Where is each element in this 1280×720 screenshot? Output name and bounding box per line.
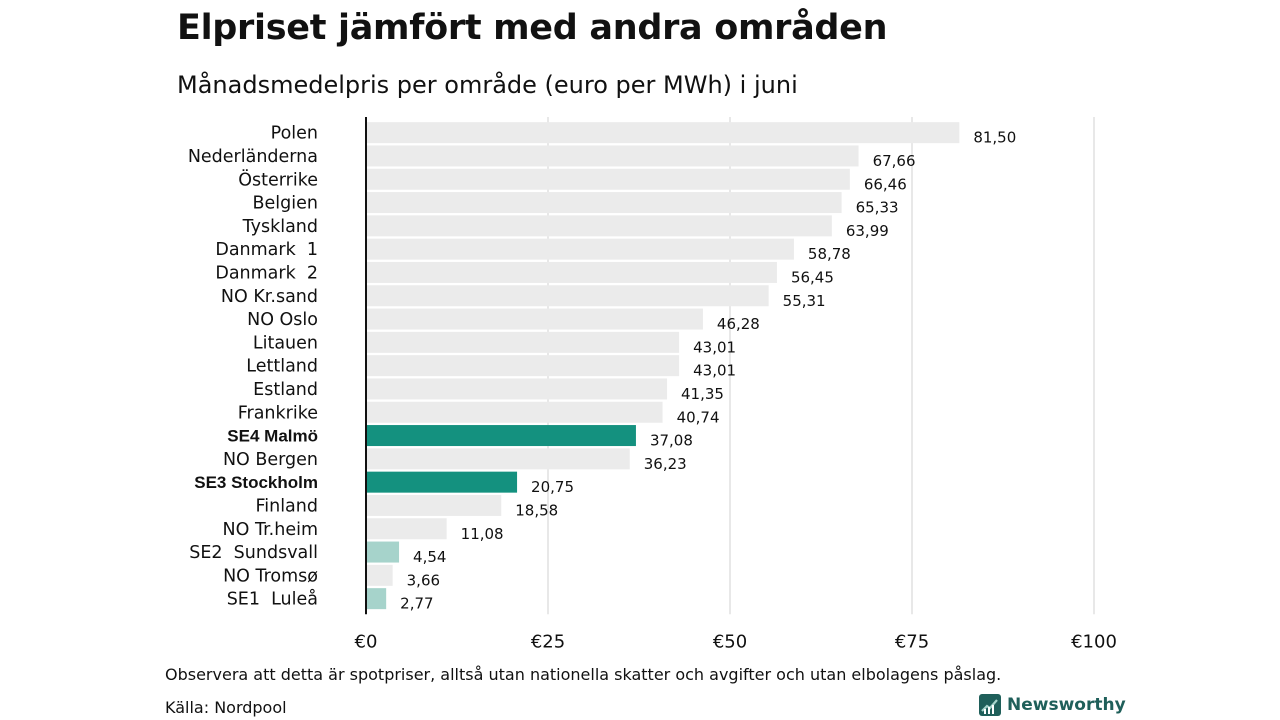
category-label: NO Tromsø: [223, 566, 318, 586]
value-label: 58,78: [808, 245, 851, 263]
category-label: SE4 Malmö: [227, 427, 318, 446]
bar: [366, 494, 502, 516]
x-tick-label: €0: [355, 631, 378, 652]
bar: [366, 145, 859, 167]
value-label: 40,74: [677, 408, 720, 426]
category-label: Danmark 2: [215, 263, 318, 283]
category-label: NO Kr.sand: [221, 287, 318, 307]
value-label: 2,77: [400, 595, 433, 613]
bar: [366, 541, 400, 563]
category-label: Nederländerna: [188, 147, 318, 167]
x-tick-label: €50: [713, 631, 747, 652]
value-label: 55,31: [783, 292, 826, 310]
bar: [366, 518, 447, 540]
bar: [366, 448, 630, 470]
x-tick-label: €75: [895, 631, 929, 652]
category-label: SE2 Sundsvall: [189, 543, 318, 563]
bar: [366, 588, 387, 610]
category-label: NO Tr.heim: [223, 520, 318, 540]
bar: [366, 238, 794, 260]
bar: [366, 378, 668, 400]
value-label: 66,46: [864, 175, 907, 193]
value-label: 41,35: [681, 385, 724, 403]
brand-logo: Newsworthy: [979, 694, 1126, 716]
value-label: 3,66: [407, 571, 440, 589]
value-label: 20,75: [531, 478, 574, 496]
value-label: 36,23: [644, 455, 687, 473]
value-label: 81,50: [973, 129, 1016, 147]
bar: [366, 285, 769, 307]
category-label: SE3 Stockholm: [194, 473, 318, 492]
bar: [366, 471, 518, 493]
value-label: 65,33: [856, 199, 899, 217]
bar: [366, 215, 832, 237]
bar: [366, 401, 663, 423]
category-label: Belgien: [253, 194, 318, 214]
value-label: 43,01: [693, 362, 736, 380]
value-label: 63,99: [846, 222, 889, 240]
bar: [366, 331, 680, 353]
footnote: Observera att detta är spotpriser, allts…: [165, 665, 1002, 684]
brand-name: Newsworthy: [1007, 695, 1126, 715]
bar: [366, 261, 777, 283]
source-note: Källa: Nordpool: [165, 698, 287, 717]
value-label: 11,08: [461, 525, 504, 543]
category-label: Frankrike: [238, 403, 318, 423]
value-label: 18,58: [515, 501, 558, 519]
value-label: 46,28: [717, 315, 760, 333]
category-label: Estland: [253, 380, 318, 400]
chart-subtitle: Månadsmedelpris per område (euro per MWh…: [177, 71, 798, 99]
x-tick-label: €100: [1071, 631, 1117, 652]
chart-title: Elpriset jämfört med andra områden: [177, 8, 888, 48]
category-label: Österrike: [238, 168, 318, 190]
bar: [366, 564, 393, 586]
category-label: Finland: [255, 496, 318, 516]
value-label: 37,08: [650, 432, 693, 450]
x-tick-label: €25: [531, 631, 565, 652]
category-label: Polen: [271, 124, 318, 144]
bar: [366, 355, 680, 377]
category-label: Tyskland: [242, 217, 318, 237]
newsworthy-icon: [979, 694, 1001, 716]
bar: [366, 122, 960, 144]
category-label: Lettland: [246, 357, 318, 377]
value-label: 43,01: [693, 338, 736, 356]
category-label: NO Oslo: [247, 310, 318, 330]
bar: [366, 192, 842, 214]
bar: [366, 425, 636, 447]
value-label: 56,45: [791, 268, 834, 286]
category-label: NO Bergen: [223, 450, 318, 470]
value-label: 4,54: [413, 548, 446, 566]
category-label: Danmark 1: [215, 240, 318, 260]
category-label: Litauen: [253, 333, 318, 353]
value-label: 67,66: [873, 152, 916, 170]
bar: [366, 308, 703, 330]
category-label: SE1 Luleå: [227, 589, 318, 610]
bar: [366, 168, 850, 190]
